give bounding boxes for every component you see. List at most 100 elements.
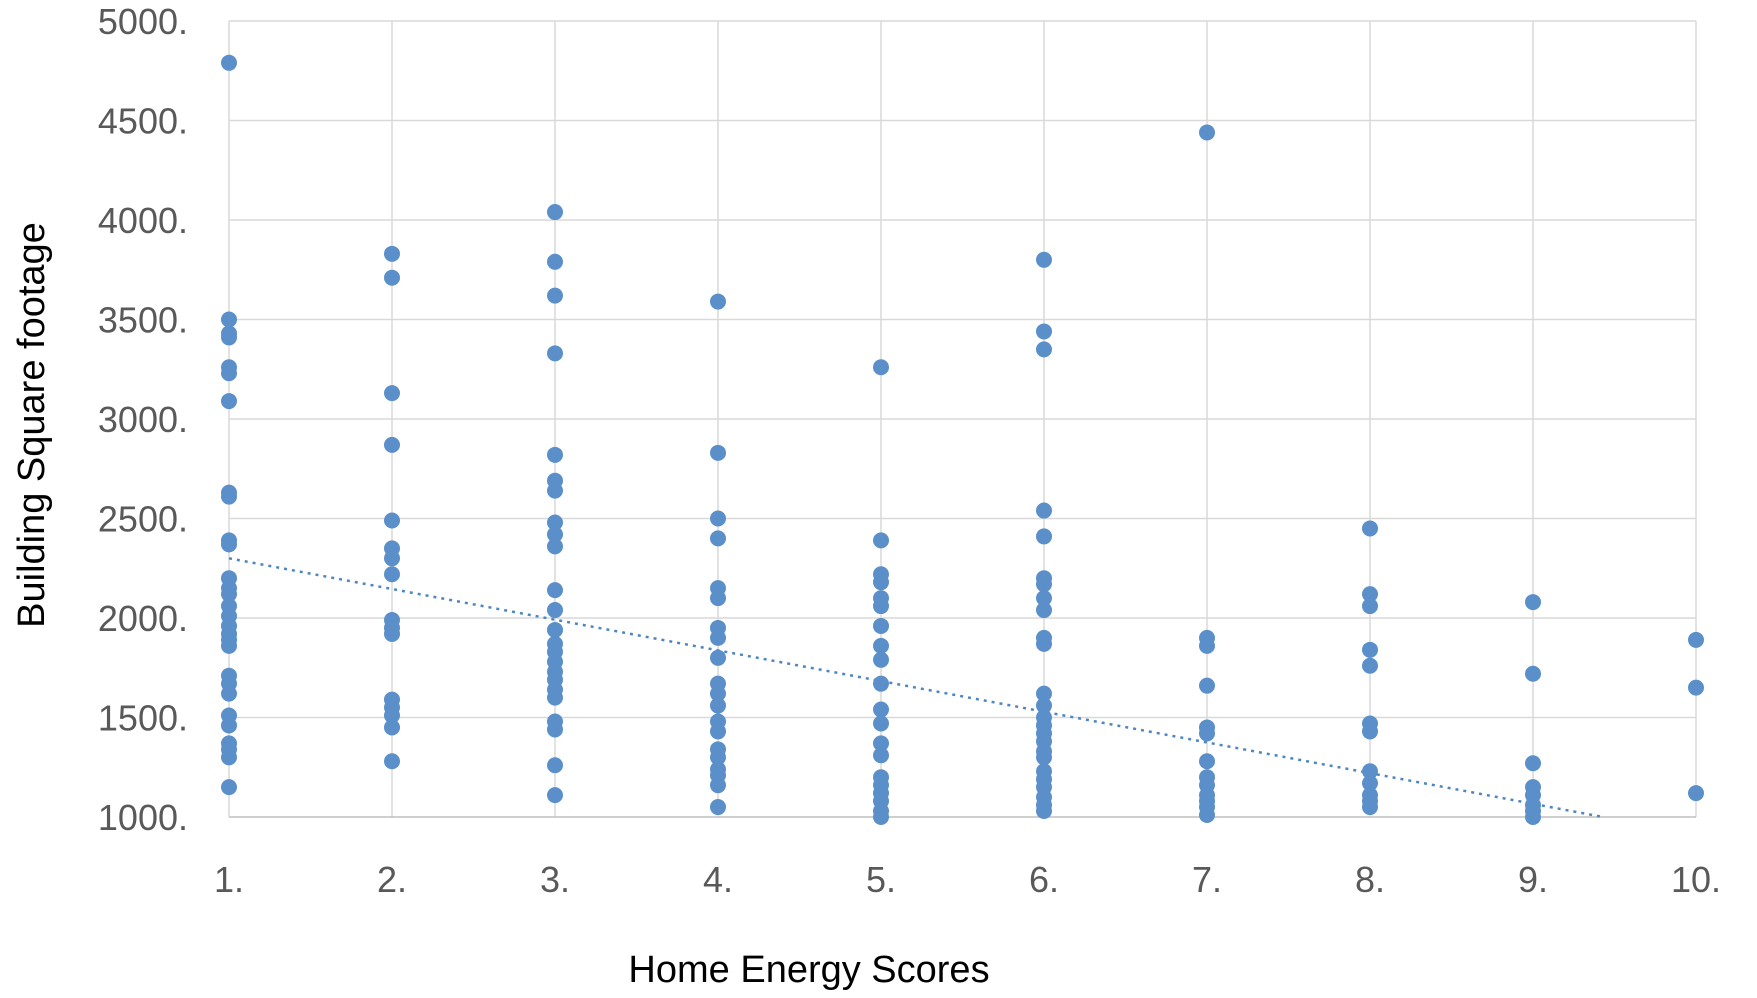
data-point	[710, 749, 726, 766]
x-tick-label: 2.	[377, 859, 407, 900]
data-point	[221, 685, 237, 702]
x-tick-label: 10.	[1671, 859, 1721, 900]
data-point	[384, 707, 400, 724]
data-point	[710, 530, 726, 547]
data-point	[547, 482, 563, 499]
y-tick-label: 4500.	[98, 101, 188, 142]
data-point	[547, 287, 563, 304]
data-point	[221, 393, 237, 410]
data-point	[547, 787, 563, 804]
data-point	[873, 715, 889, 732]
data-point	[873, 359, 889, 376]
data-point	[547, 621, 563, 638]
y-tick-label: 3000.	[98, 399, 188, 440]
data-point	[710, 444, 726, 461]
data-point	[547, 345, 563, 362]
data-point	[710, 510, 726, 527]
y-tick-label: 5000.	[98, 1, 188, 42]
data-point	[547, 526, 563, 543]
y-tick-label: 1500.	[98, 698, 188, 739]
data-point	[221, 779, 237, 796]
y-tick-label: 2500.	[98, 499, 188, 540]
data-point	[1036, 635, 1052, 652]
data-point	[384, 625, 400, 642]
y-tick-label: 2000.	[98, 598, 188, 639]
data-point	[710, 293, 726, 310]
x-tick-label: 1.	[214, 859, 244, 900]
data-point	[221, 586, 237, 603]
data-point	[221, 749, 237, 766]
data-point	[547, 204, 563, 221]
data-point	[221, 488, 237, 505]
x-axis-title: Home Energy Scores	[628, 949, 989, 991]
data-point	[221, 311, 237, 328]
data-point	[1036, 341, 1052, 358]
data-point	[1199, 124, 1215, 141]
data-point	[873, 809, 889, 825]
data-point	[873, 598, 889, 615]
data-point	[384, 245, 400, 262]
data-point	[1362, 520, 1378, 537]
data-point	[221, 54, 237, 71]
data-point	[710, 685, 726, 702]
data-point	[710, 649, 726, 666]
data-point	[1362, 586, 1378, 603]
data-point	[1036, 685, 1052, 702]
data-point	[221, 365, 237, 382]
data-point	[1036, 528, 1052, 545]
data-point	[221, 536, 237, 553]
data-point	[547, 757, 563, 774]
data-point	[1525, 665, 1541, 682]
data-point	[1688, 679, 1704, 696]
data-point	[547, 446, 563, 463]
data-point	[710, 629, 726, 646]
y-tick-label: 3500.	[98, 300, 188, 341]
data-point	[1036, 576, 1052, 593]
data-point	[547, 689, 563, 706]
trendline-group	[228, 557, 1604, 819]
data-point	[1688, 631, 1704, 648]
data-point	[1362, 723, 1378, 740]
data-point	[384, 719, 400, 736]
data-point	[1362, 763, 1378, 780]
data-point	[1036, 590, 1052, 607]
data-point	[1362, 775, 1378, 792]
data-point	[710, 723, 726, 740]
data-point	[1036, 803, 1052, 820]
data-point	[1036, 251, 1052, 268]
data-point	[384, 269, 400, 286]
data-point	[547, 602, 563, 619]
data-point	[873, 617, 889, 634]
x-tick-label: 9.	[1518, 859, 1548, 900]
data-point	[1525, 594, 1541, 611]
data-point	[384, 512, 400, 529]
data-point	[1036, 749, 1052, 766]
data-point	[1036, 697, 1052, 714]
data-point	[1688, 785, 1704, 802]
data-point	[384, 753, 400, 770]
x-tick-label: 6.	[1029, 859, 1059, 900]
trendline	[228, 557, 1604, 819]
data-point	[1199, 725, 1215, 742]
data-points	[221, 54, 1704, 825]
data-point	[384, 566, 400, 583]
data-point	[547, 538, 563, 555]
gridlines	[228, 20, 1697, 817]
data-point	[1036, 602, 1052, 619]
data-point	[873, 735, 889, 752]
data-point	[547, 253, 563, 270]
data-point	[384, 436, 400, 453]
data-point	[710, 777, 726, 794]
x-tick-label: 5.	[866, 859, 896, 900]
x-tick-label: 3.	[540, 859, 570, 900]
data-point	[1036, 502, 1052, 519]
data-point	[873, 532, 889, 549]
data-point	[221, 717, 237, 734]
data-point	[873, 675, 889, 692]
data-point	[873, 747, 889, 764]
data-point	[1525, 809, 1541, 825]
data-point	[1036, 323, 1052, 340]
x-tick-label: 4.	[703, 859, 733, 900]
data-point	[384, 385, 400, 402]
data-point	[1362, 641, 1378, 658]
